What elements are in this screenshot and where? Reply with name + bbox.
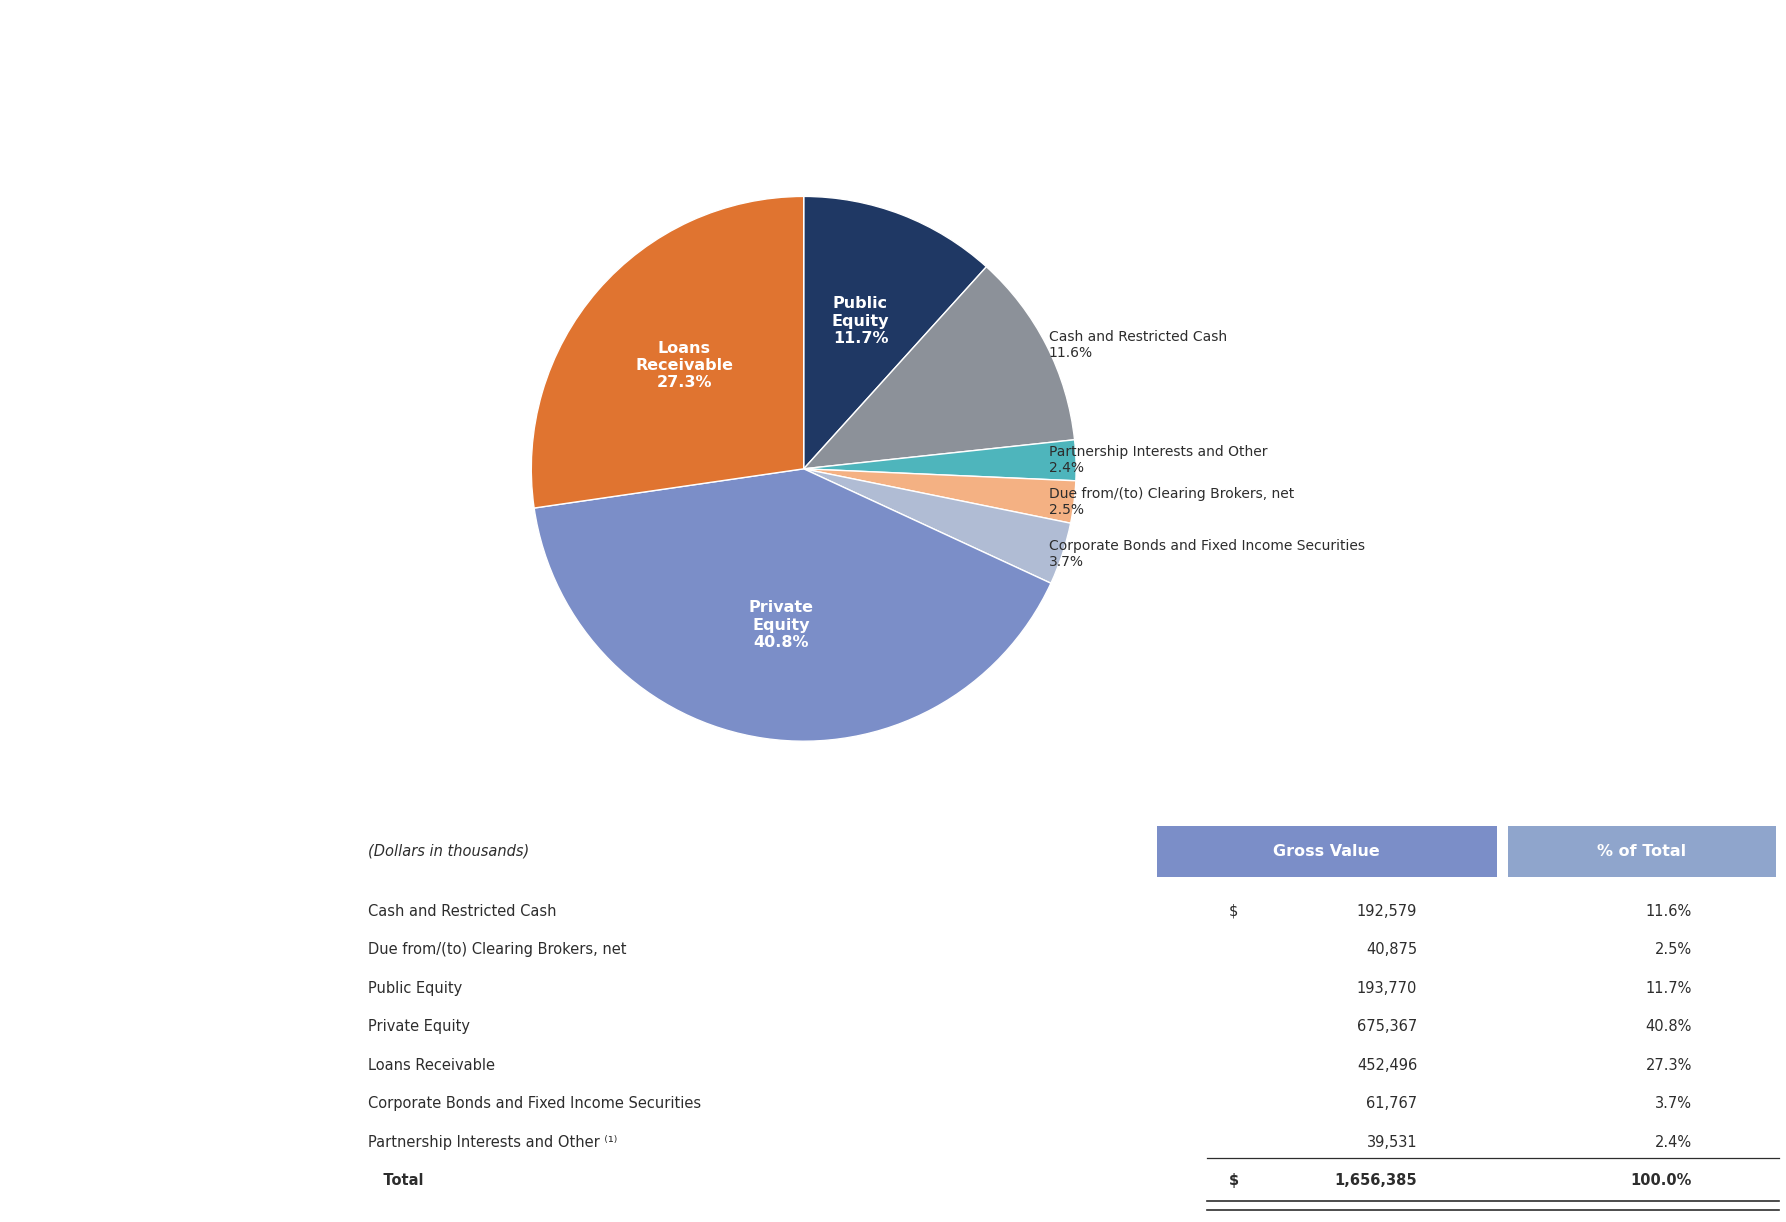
- Text: Public Equity: Public Equity: [368, 981, 463, 996]
- Bar: [1157, 826, 1497, 876]
- Text: of Cash and: of Cash and: [34, 385, 311, 426]
- Text: (Dollars in thousands): (Dollars in thousands): [368, 844, 529, 859]
- Text: 2.4%: 2.4%: [1656, 1135, 1691, 1150]
- Text: % of Total: % of Total: [1597, 844, 1686, 859]
- Text: $: $: [1229, 1173, 1239, 1188]
- Text: 100.0%: 100.0%: [1631, 1173, 1691, 1188]
- Text: 61,767: 61,767: [1366, 1096, 1416, 1111]
- Wedge shape: [530, 197, 804, 508]
- Text: 192,579: 192,579: [1357, 904, 1416, 919]
- Wedge shape: [804, 469, 1075, 523]
- Text: 2.5%: 2.5%: [1656, 942, 1691, 957]
- Wedge shape: [804, 440, 1077, 480]
- Text: $: $: [1229, 904, 1238, 919]
- Text: 11.7%: 11.7%: [1645, 981, 1691, 996]
- Text: Gross Value: Gross Value: [1273, 844, 1381, 859]
- Text: 3.7%: 3.7%: [1656, 1096, 1691, 1111]
- Text: Investments: Investments: [34, 525, 325, 567]
- Text: 40.8%: 40.8%: [1645, 1019, 1691, 1034]
- Text: Private Equity: Private Equity: [368, 1019, 470, 1034]
- Text: Loans Receivable: Loans Receivable: [368, 1058, 495, 1073]
- Text: 1,656,385: 1,656,385: [1334, 1173, 1416, 1188]
- Text: Public
Equity
11.7%: Public Equity 11.7%: [832, 297, 889, 346]
- Text: Due from/(to) Clearing Brokers, net: Due from/(to) Clearing Brokers, net: [368, 942, 627, 957]
- Wedge shape: [804, 469, 1070, 583]
- Text: 193,770: 193,770: [1357, 981, 1416, 996]
- Text: Corporate Bonds and Fixed Income Securities: Corporate Bonds and Fixed Income Securit…: [368, 1096, 702, 1111]
- Text: Loans
Receivable
27.3%: Loans Receivable 27.3%: [636, 341, 734, 390]
- Text: Partnership Interests and Other ⁽¹⁾: Partnership Interests and Other ⁽¹⁾: [368, 1135, 618, 1150]
- Text: Due from/(to) Clearing Brokers, net
2.5%: Due from/(to) Clearing Brokers, net 2.5%: [1048, 488, 1295, 517]
- Text: Private
Equity
40.8%: Private Equity 40.8%: [748, 600, 813, 650]
- Text: 40,875: 40,875: [1366, 942, 1416, 957]
- Text: 27.3%: 27.3%: [1645, 1058, 1691, 1073]
- Text: Cash and Restricted Cash: Cash and Restricted Cash: [368, 904, 557, 919]
- Text: Corporate Bonds and Fixed Income Securities
3.7%: Corporate Bonds and Fixed Income Securit…: [1048, 539, 1365, 569]
- Bar: [1507, 826, 1775, 876]
- Wedge shape: [804, 197, 986, 469]
- Text: Total: Total: [368, 1173, 423, 1188]
- Text: Cash and Restricted Cash
11.6%: Cash and Restricted Cash 11.6%: [1048, 330, 1227, 360]
- Text: 39,531: 39,531: [1366, 1135, 1416, 1150]
- Text: Composition: Composition: [34, 244, 327, 286]
- Text: 452,496: 452,496: [1357, 1058, 1416, 1073]
- Text: Partnership Interests and Other
2.4%: Partnership Interests and Other 2.4%: [1048, 445, 1268, 475]
- Text: 11.6%: 11.6%: [1645, 904, 1691, 919]
- Wedge shape: [534, 469, 1050, 742]
- Text: Percentage by Asset Type – March 31, 2024: Percentage by Asset Type – March 31, 202…: [788, 70, 1338, 89]
- Text: 675,367: 675,367: [1357, 1019, 1416, 1034]
- Wedge shape: [804, 266, 1075, 469]
